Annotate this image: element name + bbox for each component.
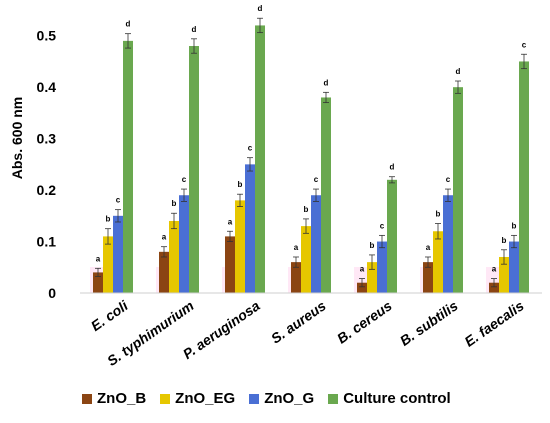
bar <box>321 97 331 294</box>
y-tick-label: 0.5 <box>37 28 57 44</box>
bar <box>245 164 255 293</box>
significance-label: b <box>106 215 111 224</box>
significance-label: c <box>116 196 121 205</box>
x-category-label: E. faecalis <box>461 297 526 350</box>
bar <box>443 195 453 293</box>
bar <box>357 282 367 293</box>
bar <box>499 256 509 293</box>
significance-label: b <box>502 236 507 245</box>
significance-label: a <box>96 254 101 263</box>
bar <box>179 195 189 293</box>
significance-label: c <box>380 221 385 230</box>
significance-label: b <box>238 180 243 189</box>
x-category-label: S. aureus <box>268 297 329 346</box>
legend-label-culture-control: Culture control <box>343 390 451 407</box>
bar <box>509 241 519 293</box>
legend-label-zno-b: ZnO_B <box>97 390 147 407</box>
legend-swatch-zno-b <box>82 393 92 404</box>
significance-label: b <box>172 199 177 208</box>
legend-item-zno-g: ZnO_G <box>249 390 314 407</box>
significance-label: c <box>182 175 187 184</box>
bar <box>189 46 199 293</box>
significance-label: a <box>162 233 167 242</box>
legend: ZnO_B ZnO_EG ZnO_G Culture control <box>82 390 451 407</box>
legend-label-zno-eg: ZnO_EG <box>175 390 236 407</box>
significance-label: a <box>228 217 233 226</box>
significance-label: d <box>192 25 197 34</box>
y-tick-label: 0.4 <box>37 79 57 95</box>
significance-label: b <box>436 210 441 219</box>
significance-label: d <box>324 78 329 87</box>
legend-swatch-zno-g <box>249 393 260 404</box>
significance-label: d <box>390 163 395 172</box>
bar <box>103 236 113 293</box>
significance-label: c <box>522 40 527 49</box>
y-tick-label: 0.2 <box>37 182 57 198</box>
bar <box>291 262 301 293</box>
significance-label: d <box>456 67 461 76</box>
bar <box>489 282 499 293</box>
bar <box>301 226 311 293</box>
bar <box>123 40 133 293</box>
y-axis-title: Abs. 600 nm <box>9 97 25 179</box>
significance-label: b <box>304 205 309 214</box>
legend-item-zno-b: ZnO_B <box>82 390 146 407</box>
bar <box>93 272 103 293</box>
x-category-label: B. cereus <box>334 297 395 346</box>
bar <box>311 195 321 293</box>
significance-label: d <box>126 20 131 29</box>
y-tick-label: 0.1 <box>37 234 57 250</box>
y-tick-label: 0.3 <box>37 131 57 147</box>
bar <box>225 236 235 293</box>
legend-item-zno-eg: ZnO_EG <box>160 390 235 407</box>
significance-label: a <box>360 265 365 274</box>
significance-label: b <box>512 221 517 230</box>
significance-label: c <box>314 175 319 184</box>
bar <box>235 200 245 293</box>
bar <box>113 215 123 293</box>
bar <box>159 251 169 293</box>
significance-label: a <box>492 265 497 274</box>
bar <box>519 61 529 293</box>
significance-label: a <box>426 243 431 252</box>
significance-label: b <box>370 241 375 250</box>
bar <box>433 231 443 293</box>
x-category-label: E. coli <box>88 297 132 334</box>
significance-label: d <box>258 4 263 13</box>
bar <box>255 25 265 293</box>
x-category-label: B. subtilis <box>397 297 461 349</box>
bar <box>453 87 463 293</box>
legend-swatch-zno-eg <box>160 393 171 404</box>
legend-item-culture-control: Culture control <box>328 390 451 407</box>
significance-label: c <box>446 175 451 184</box>
bar <box>367 262 377 293</box>
bar <box>387 179 397 293</box>
y-tick-label: 0 <box>48 285 56 301</box>
significance-label: a <box>294 243 299 252</box>
y-axis-ticks: 0 0.1 0.2 0.3 0.4 0.5 <box>37 28 57 301</box>
bar <box>377 241 387 293</box>
significance-label: c <box>248 144 253 153</box>
bar <box>169 220 179 293</box>
bar <box>423 262 433 293</box>
legend-label-zno-g: ZnO_G <box>264 390 315 407</box>
legend-swatch-culture-control <box>328 393 339 404</box>
